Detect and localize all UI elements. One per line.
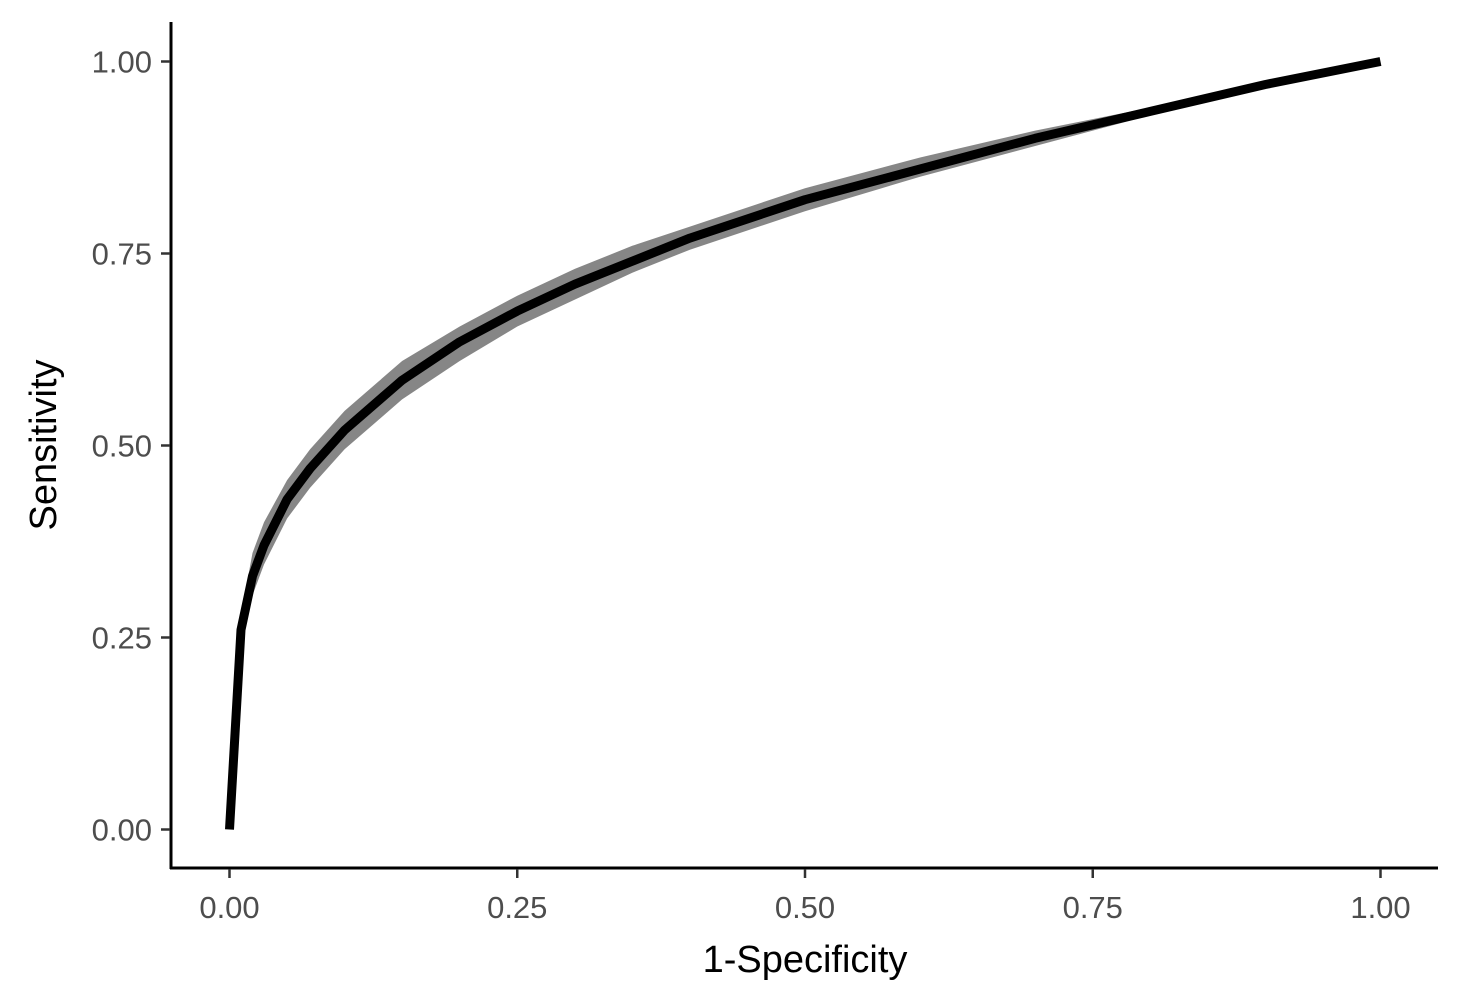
x-tick-label: 0.00 [199, 890, 259, 925]
y-tick-label: 0.50 [92, 429, 152, 464]
confidence-band [229, 61, 1381, 830]
y-tick-label: 0.75 [92, 237, 152, 272]
y-tick-label: 1.00 [92, 45, 152, 80]
x-tick-label: 0.75 [1063, 890, 1123, 925]
x-tick-label: 1.00 [1350, 890, 1410, 925]
y-tick-label: 0.25 [92, 621, 152, 656]
x-axis-title: 1-Specificity [703, 939, 908, 981]
x-tick-label: 0.50 [775, 890, 835, 925]
y-axis-title: Sensitivity [23, 359, 65, 530]
roc-curve-line [225, 57, 1382, 830]
y-tick-label: 0.00 [92, 813, 152, 848]
x-tick-label: 0.25 [487, 890, 547, 925]
